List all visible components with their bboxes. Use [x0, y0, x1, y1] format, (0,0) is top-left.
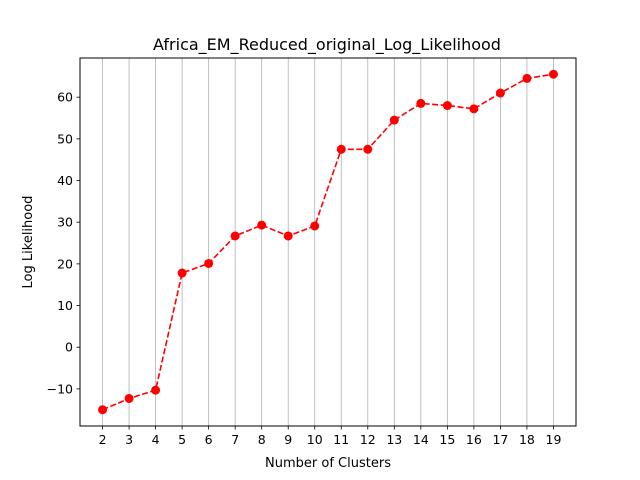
x-tick-label: 19: [546, 432, 562, 447]
data-point-marker: [283, 231, 293, 241]
x-tick-label: 7: [231, 432, 239, 447]
x-tick-label: 13: [386, 432, 402, 447]
y-tick-label: 0: [65, 340, 73, 355]
x-ticks: 2 3 4 5 6 7 8 9 10 11 12 13 14 15 16 17 18 19: [99, 426, 562, 447]
data-point-marker: [389, 115, 399, 125]
x-tick-label: 11: [333, 432, 349, 447]
data-point-marker: [257, 220, 267, 230]
x-tick-label: 15: [439, 432, 455, 447]
y-ticks: −10 0 10 20 30 40 50 60: [47, 90, 80, 396]
data-point-marker: [98, 405, 108, 415]
x-tick-label: 18: [519, 432, 535, 447]
x-tick-label: 3: [125, 432, 133, 447]
data-point-marker: [124, 393, 134, 403]
plot-frame: [79, 57, 577, 427]
y-tick-label: −10: [47, 381, 73, 396]
series-group: [98, 69, 558, 415]
data-point-marker: [442, 101, 452, 111]
x-tick-label: 14: [413, 432, 429, 447]
data-point-marker: [177, 268, 187, 278]
y-tick-label: 40: [57, 173, 73, 188]
x-tick-label: 10: [307, 432, 323, 447]
data-point-marker: [310, 221, 320, 231]
data-point-marker: [204, 258, 214, 268]
x-tick-label: 6: [205, 432, 213, 447]
y-tick-label: 10: [57, 298, 73, 313]
x-tick-label: 12: [360, 432, 376, 447]
data-point-marker: [230, 231, 240, 241]
x-tick-label: 8: [258, 432, 266, 447]
y-tick-label: 30: [57, 215, 73, 230]
data-point-marker: [151, 385, 161, 395]
data-point-marker: [363, 144, 373, 154]
data-point-marker: [336, 144, 346, 154]
x-tick-label: 16: [466, 432, 482, 447]
x-tick-label: 4: [152, 432, 160, 447]
chart-title: Africa_EM_Reduced_original_Log_Likelihoo…: [153, 35, 501, 55]
series-line: [102, 73, 554, 411]
data-point-marker: [522, 73, 532, 83]
data-point-marker: [495, 88, 505, 98]
y-tick-label: 60: [57, 90, 73, 105]
x-axis-label: Number of Clusters: [265, 456, 391, 471]
y-tick-label: 20: [57, 256, 73, 271]
x-tick-label: 2: [99, 432, 107, 447]
data-point-marker: [548, 69, 558, 79]
data-point-marker: [416, 98, 426, 108]
grid-lines: [102, 58, 554, 426]
y-axis-label: Log Likelihood: [21, 196, 36, 289]
data-point-marker: [469, 104, 479, 114]
x-tick-label: 9: [284, 432, 292, 447]
y-tick-label: 50: [57, 131, 73, 146]
x-tick-label: 5: [178, 432, 186, 447]
x-tick-label: 17: [492, 432, 508, 447]
